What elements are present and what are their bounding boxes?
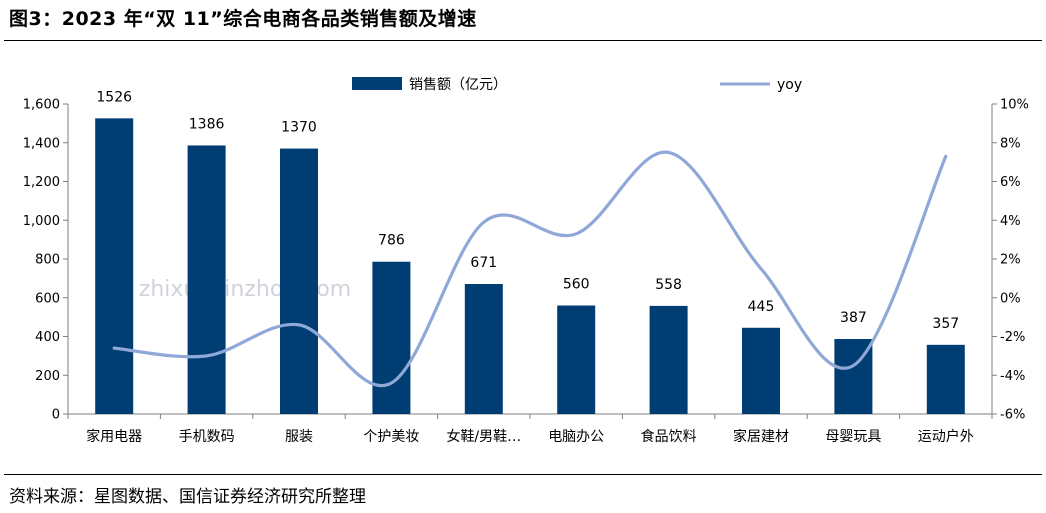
chart-title: 图3：2023 年“双 11”综合电商各品类销售额及增速 — [9, 8, 477, 30]
watermark: zhixunxinzhou.com — [139, 277, 351, 302]
left-tick-label: 400 — [35, 330, 60, 345]
left-tick-label: 800 — [35, 253, 60, 268]
category-label: 个护美妆 — [363, 429, 419, 445]
bar-value-label: 1386 — [189, 116, 225, 132]
left-tick-label: 1,000 — [23, 214, 60, 229]
right-tick-label: 6% — [1000, 175, 1021, 190]
bar — [649, 305, 688, 414]
combo-chart: zhixunxinzhou.com 0 200 400 600 800 1,000 1,20… — [23, 77, 1029, 446]
category-label: 家居建材 — [733, 428, 789, 445]
bar-value-label: 1370 — [281, 120, 317, 136]
bar-value-label: 357 — [932, 316, 959, 332]
bottom-rule — [4, 474, 1042, 475]
left-tick-label: 1,200 — [23, 175, 60, 190]
right-tick-label: 8% — [1000, 136, 1021, 151]
bar — [742, 327, 780, 414]
bar — [187, 145, 226, 414]
bar-value-label: 558 — [655, 277, 682, 293]
bar-value-label: 1526 — [96, 89, 132, 105]
bar-value-label: 387 — [840, 310, 867, 326]
category-label: 家用电器 — [86, 428, 142, 445]
category-label: 女鞋/男鞋… — [446, 428, 521, 445]
right-tick-label: 4% — [1000, 214, 1021, 229]
legend-line-label: yoy — [777, 77, 802, 93]
category-label: 母婴玩具 — [825, 429, 881, 445]
right-tick-label: 2% — [1000, 253, 1021, 268]
bar-series — [95, 118, 965, 415]
data-labels: 1526 1386 1370 786 671 560 558 445 387 357 — [96, 89, 959, 331]
right-tick-label: -4% — [1000, 369, 1025, 384]
source-note: 资料来源：星图数据、国信证券经济研究所整理 — [9, 487, 366, 507]
left-tick-label: 1,600 — [23, 98, 60, 113]
bar-value-label: 445 — [748, 299, 775, 315]
top-rule — [4, 40, 1042, 41]
left-tick-label: 1,400 — [23, 136, 60, 151]
category-label: 食品饮料 — [641, 428, 697, 445]
bar — [95, 118, 134, 415]
right-tick-label: -6% — [1000, 408, 1025, 423]
legend: 销售额（亿元） yoy — [352, 77, 802, 93]
category-label: 服装 — [285, 429, 313, 445]
bar — [464, 283, 503, 414]
bar — [280, 148, 318, 414]
bar-value-label: 560 — [563, 277, 590, 293]
bar — [557, 305, 596, 414]
right-tick-label: 0% — [1000, 291, 1021, 306]
left-tick-label: 600 — [35, 291, 60, 306]
right-tick-label: -2% — [1000, 330, 1025, 345]
right-tick-label: 10% — [1000, 98, 1029, 113]
legend-bar-swatch — [352, 77, 402, 90]
category-label: 电脑办公 — [548, 429, 604, 445]
category-label: 手机数码 — [179, 429, 235, 445]
legend-bar-label: 销售额（亿元） — [409, 77, 507, 93]
bar — [372, 261, 411, 414]
bar-value-label: 671 — [470, 255, 497, 271]
left-tick-label: 0 — [52, 408, 60, 423]
left-tick-label: 200 — [35, 369, 60, 384]
bar-value-label: 786 — [378, 233, 405, 249]
yoy-line — [112, 150, 948, 388]
category-label: 运动户外 — [918, 428, 974, 445]
bar — [926, 344, 965, 414]
chart-axes: 0 200 400 600 800 1,000 1,200 1,400 1,600 -6% -4% -… — [23, 98, 1029, 446]
yoy-series — [112, 150, 948, 388]
